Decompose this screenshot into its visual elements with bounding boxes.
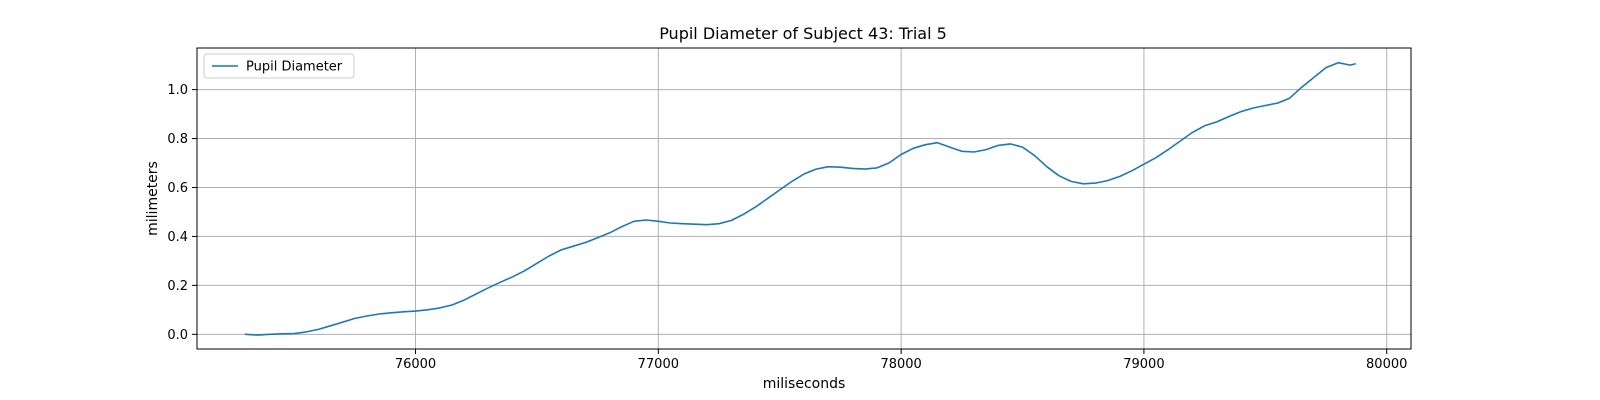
- x-axis-ticks: 76000 77000 78000 79000 80000: [395, 349, 1407, 372]
- x-axis-label: miliseconds: [763, 376, 846, 392]
- y-tick-label: 0.6: [167, 181, 188, 196]
- y-tick-label: 0.2: [167, 279, 188, 294]
- y-tick-label: 0.8: [167, 132, 188, 147]
- y-tick-label: 0.0: [167, 328, 188, 343]
- legend-box: [203, 53, 355, 79]
- legend: Pupil Diameter: [203, 53, 355, 79]
- x-tick-label: 77000: [638, 357, 679, 372]
- y-tick-label: 1.0: [167, 83, 188, 98]
- y-axis-label: milimeters: [145, 161, 161, 236]
- y-tick-label: 0.4: [167, 230, 188, 245]
- chart-title: Pupil Diameter of Subject 43: Trial 5: [659, 24, 947, 43]
- x-tick-label: 78000: [880, 357, 921, 372]
- x-tick-label: 80000: [1366, 357, 1407, 372]
- x-tick-label: 76000: [395, 357, 436, 372]
- plot-frame: [196, 47, 1412, 350]
- legend-label: Pupil Diameter: [246, 60, 343, 75]
- series-line-pupil-diameter: [244, 61, 1356, 336]
- grid: [197, 48, 1411, 349]
- x-tick-label: 79000: [1123, 357, 1164, 372]
- y-axis-ticks: 0.0 0.2 0.4 0.6 0.8 1.0: [167, 83, 197, 343]
- series-layer: [244, 61, 1356, 336]
